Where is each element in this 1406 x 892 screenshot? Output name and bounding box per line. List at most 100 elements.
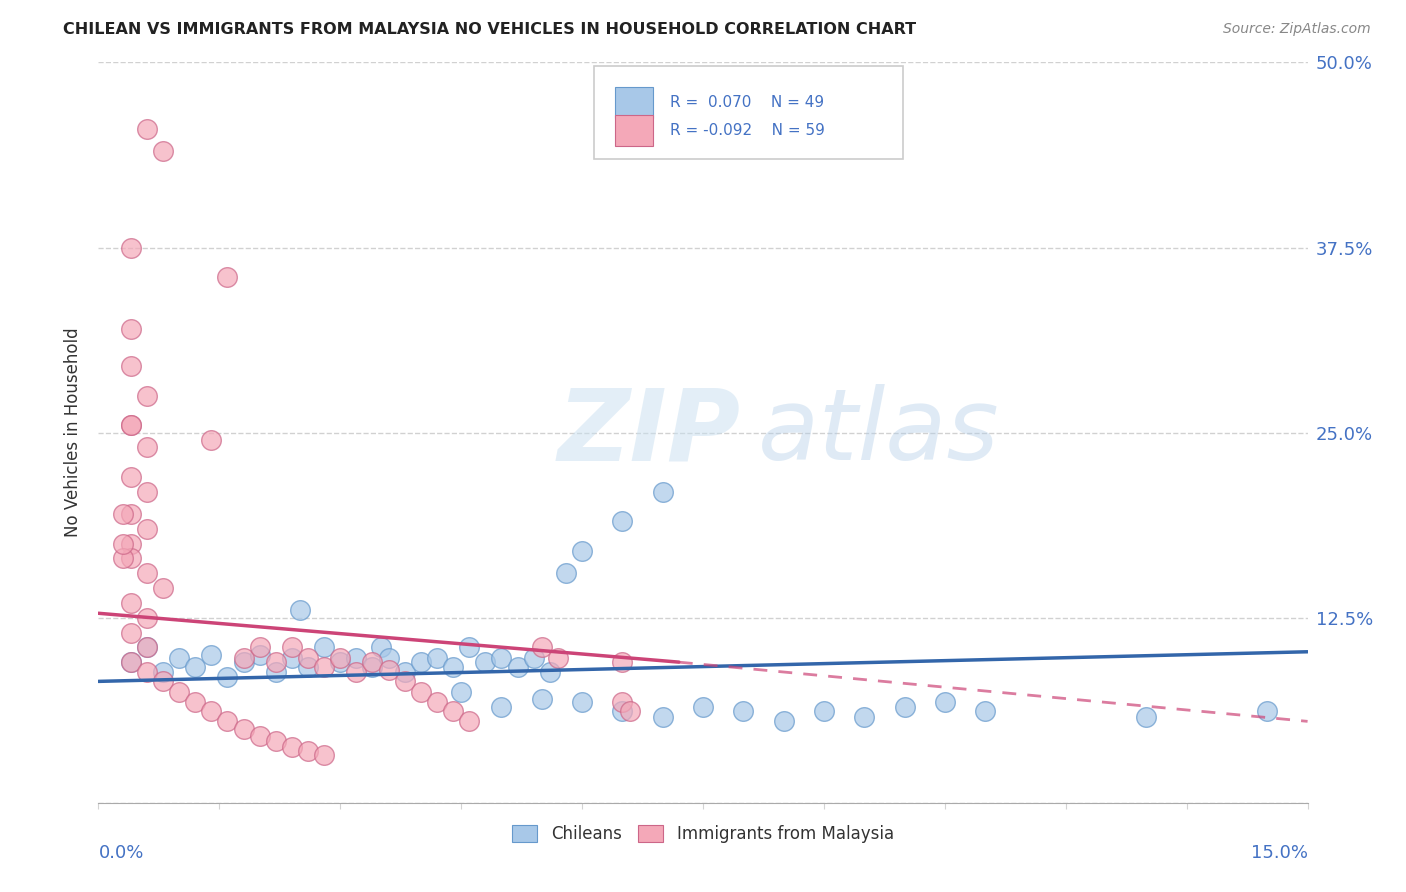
Point xyxy=(426,695,449,709)
Text: R = -0.092    N = 59: R = -0.092 N = 59 xyxy=(671,123,825,138)
Point xyxy=(571,695,593,709)
Point xyxy=(120,507,142,521)
Point xyxy=(530,692,553,706)
Point xyxy=(120,470,142,484)
Point xyxy=(111,536,134,550)
Point xyxy=(612,695,634,709)
Point xyxy=(441,704,464,718)
Point xyxy=(651,710,673,724)
Point xyxy=(111,507,134,521)
Text: 15.0%: 15.0% xyxy=(1250,844,1308,862)
Point xyxy=(281,640,304,655)
Point xyxy=(409,655,432,669)
Point xyxy=(612,704,634,718)
Point xyxy=(394,665,416,680)
Point xyxy=(120,596,142,610)
Point xyxy=(612,515,634,529)
Point xyxy=(120,240,142,255)
Point xyxy=(377,663,399,677)
Text: R =  0.070    N = 49: R = 0.070 N = 49 xyxy=(671,95,824,110)
Point xyxy=(344,665,367,680)
Point xyxy=(344,650,367,665)
Point xyxy=(135,441,157,455)
Point xyxy=(458,714,481,729)
Point xyxy=(249,729,271,743)
Point xyxy=(1256,704,1278,718)
Point xyxy=(120,655,142,669)
Text: CHILEAN VS IMMIGRANTS FROM MALAYSIA NO VEHICLES IN HOUSEHOLD CORRELATION CHART: CHILEAN VS IMMIGRANTS FROM MALAYSIA NO V… xyxy=(63,22,917,37)
Point xyxy=(167,685,190,699)
Point xyxy=(772,714,794,729)
Point xyxy=(135,665,157,680)
Point xyxy=(1135,710,1157,724)
Point xyxy=(264,655,287,669)
Point xyxy=(297,650,319,665)
Point xyxy=(297,659,319,673)
Bar xyxy=(614,115,654,146)
Point xyxy=(232,650,254,665)
Point xyxy=(409,685,432,699)
Point xyxy=(813,704,835,718)
Point xyxy=(692,699,714,714)
Text: 0.0%: 0.0% xyxy=(98,844,143,862)
Point xyxy=(249,648,271,662)
Point xyxy=(893,699,915,714)
Point xyxy=(612,655,634,669)
Point xyxy=(135,640,157,655)
Text: Source: ZipAtlas.com: Source: ZipAtlas.com xyxy=(1223,22,1371,37)
Point xyxy=(491,699,513,714)
Point xyxy=(361,655,384,669)
Point xyxy=(200,704,222,718)
Point xyxy=(853,710,876,724)
Point xyxy=(152,665,174,680)
Point xyxy=(329,650,352,665)
Point xyxy=(491,650,513,665)
Point xyxy=(135,122,157,136)
Point xyxy=(370,640,392,655)
Point xyxy=(152,581,174,595)
Point xyxy=(120,359,142,373)
Point xyxy=(135,610,157,624)
Point xyxy=(120,551,142,566)
Point xyxy=(135,484,157,499)
Point xyxy=(538,665,561,680)
Point xyxy=(264,733,287,747)
Point xyxy=(314,659,336,673)
Point xyxy=(506,659,529,673)
Point xyxy=(934,695,956,709)
Point xyxy=(184,695,207,709)
Point xyxy=(111,551,134,566)
Point xyxy=(450,685,472,699)
Y-axis label: No Vehicles in Household: No Vehicles in Household xyxy=(65,327,83,538)
Point xyxy=(120,655,142,669)
Point xyxy=(288,603,311,617)
Point xyxy=(474,655,496,669)
Point xyxy=(530,640,553,655)
Point xyxy=(135,522,157,536)
Point xyxy=(135,388,157,402)
Point xyxy=(394,674,416,689)
Text: atlas: atlas xyxy=(758,384,1000,481)
Point xyxy=(523,650,546,665)
Bar xyxy=(614,87,654,118)
Legend: Chileans, Immigrants from Malaysia: Chileans, Immigrants from Malaysia xyxy=(506,819,900,850)
Point xyxy=(547,650,569,665)
Point xyxy=(217,670,239,684)
Point xyxy=(200,648,222,662)
Point xyxy=(120,322,142,336)
Point xyxy=(184,659,207,673)
Point xyxy=(651,484,673,499)
Point xyxy=(152,674,174,689)
Point xyxy=(120,418,142,433)
Point xyxy=(329,655,352,669)
Text: ZIP: ZIP xyxy=(558,384,741,481)
Point xyxy=(217,714,239,729)
Point xyxy=(167,650,190,665)
Point xyxy=(135,640,157,655)
Point xyxy=(314,748,336,763)
Point xyxy=(314,640,336,655)
Point xyxy=(120,536,142,550)
Point xyxy=(297,744,319,758)
Point xyxy=(361,659,384,673)
Point xyxy=(264,665,287,680)
